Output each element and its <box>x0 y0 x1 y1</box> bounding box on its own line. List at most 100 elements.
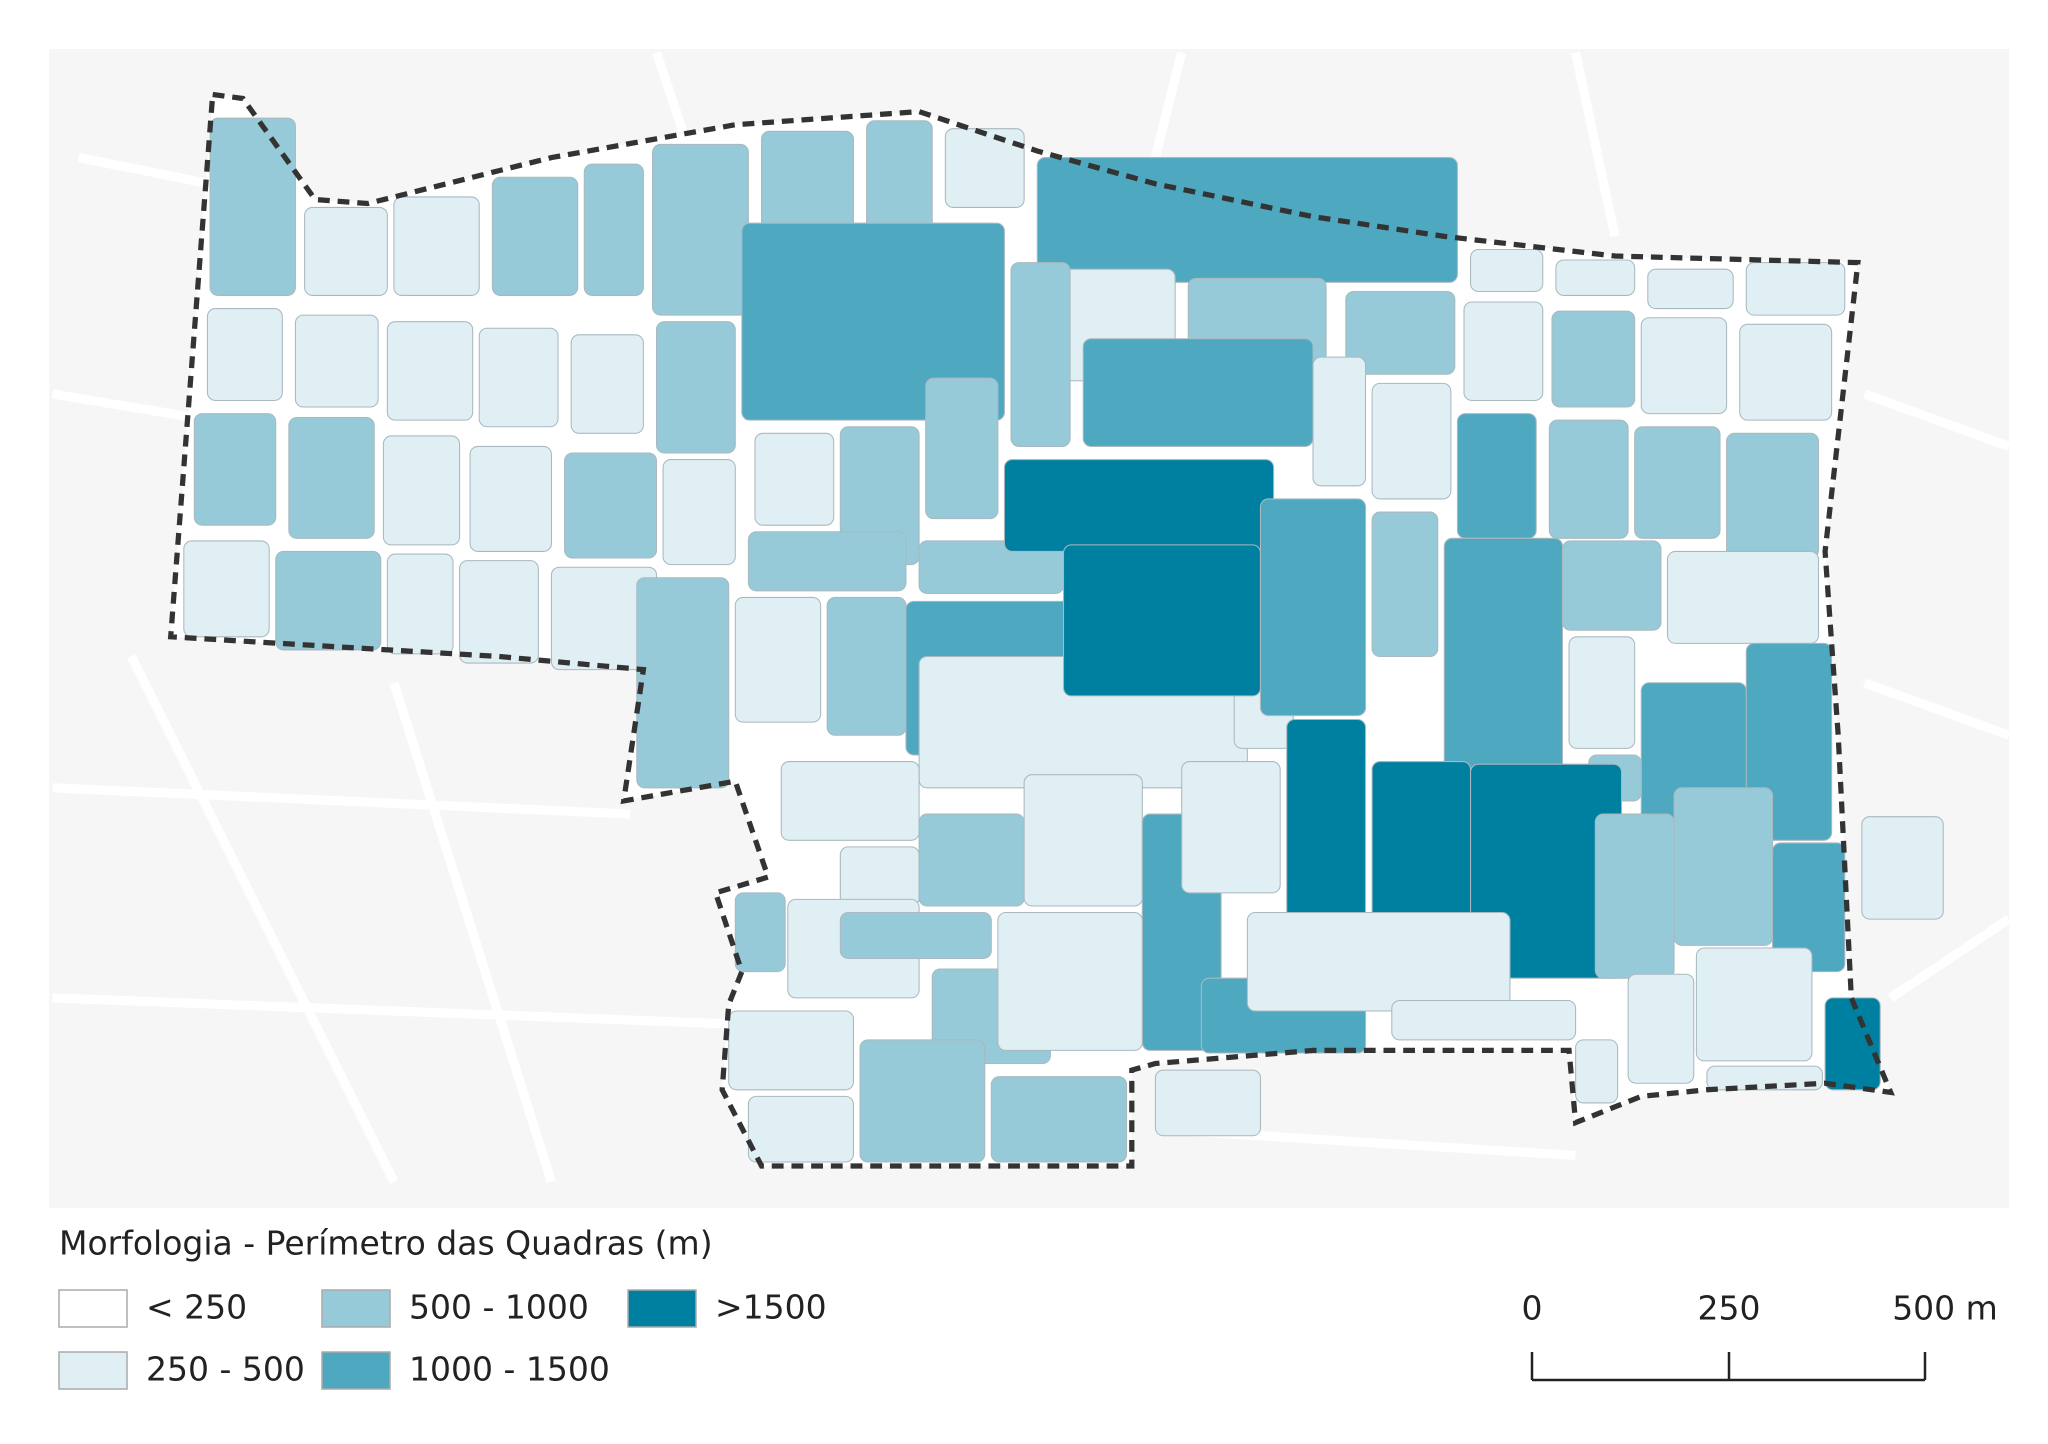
context-streets <box>51 51 2012 1184</box>
block <box>206 308 283 401</box>
block <box>1371 761 1472 920</box>
block <box>747 531 907 592</box>
block <box>386 553 454 655</box>
block <box>1181 761 1281 894</box>
block <box>1634 426 1721 539</box>
block <box>747 1095 854 1163</box>
block <box>583 163 644 296</box>
block <box>839 846 920 907</box>
block <box>1551 310 1636 408</box>
block <box>780 761 920 841</box>
block <box>1568 636 1636 749</box>
block <box>1371 511 1439 658</box>
block <box>209 117 296 296</box>
legend: < 250 250 - 500 500 - 1000 1000 - 1500 >1500 <box>58 1288 827 1390</box>
block <box>1003 459 1275 552</box>
block <box>1345 290 1456 375</box>
block <box>990 1076 1128 1163</box>
block <box>304 206 388 296</box>
block <box>925 377 999 520</box>
legend-swatch <box>321 1351 391 1390</box>
block <box>469 445 552 552</box>
block <box>393 196 480 296</box>
scale-label: 500 m <box>1892 1289 1998 1328</box>
block <box>288 417 375 539</box>
block <box>294 314 379 408</box>
block <box>1695 947 1813 1062</box>
block <box>491 176 579 296</box>
legend-label: >1500 <box>715 1288 827 1327</box>
block <box>1673 787 1774 946</box>
legend-swatch <box>627 1289 697 1328</box>
block <box>1555 259 1636 296</box>
block <box>386 321 474 421</box>
block <box>1023 774 1143 907</box>
block <box>1456 413 1537 539</box>
block <box>997 912 1143 1051</box>
block <box>193 413 277 526</box>
block <box>1666 550 1820 644</box>
block <box>1391 999 1577 1041</box>
legend-label: 250 - 500 <box>146 1350 305 1389</box>
block <box>564 452 658 559</box>
block <box>652 143 749 316</box>
block <box>1312 356 1367 487</box>
block <box>1286 718 1367 920</box>
block <box>1010 262 1071 447</box>
block <box>1443 537 1563 776</box>
block <box>570 334 644 434</box>
block <box>1726 432 1820 559</box>
map <box>51 51 2012 1184</box>
block <box>1371 382 1452 500</box>
legend-label: 500 - 1000 <box>409 1288 589 1327</box>
legend-swatch <box>58 1289 128 1328</box>
block <box>918 813 1025 907</box>
block <box>1575 1039 1619 1104</box>
block <box>275 550 382 651</box>
block <box>1463 301 1544 401</box>
block <box>1640 317 1728 415</box>
scale-bar <box>1530 1352 1927 1382</box>
block <box>1647 268 1734 310</box>
legend-title: Morfologia - Perímetro das Quadras (m) <box>59 1224 713 1263</box>
block <box>1470 248 1544 293</box>
block <box>459 560 539 664</box>
block <box>1259 498 1367 717</box>
block <box>1745 262 1846 316</box>
block <box>1082 338 1314 447</box>
block <box>1561 540 1662 631</box>
block <box>636 577 730 789</box>
block <box>1861 816 1944 920</box>
scale-label: 250 <box>1698 1289 1761 1328</box>
block <box>1154 1069 1262 1137</box>
legend-label: < 250 <box>146 1288 247 1327</box>
block <box>662 459 736 566</box>
blocks <box>170 94 1944 1166</box>
legend-swatch <box>321 1289 391 1328</box>
study-area-boundary <box>167 91 1895 1169</box>
block <box>1548 419 1629 539</box>
legend-label: 1000 - 1500 <box>409 1350 610 1389</box>
block <box>859 1039 986 1163</box>
block <box>1246 912 1511 1012</box>
block <box>839 912 992 960</box>
block <box>754 432 835 526</box>
scale-label: 0 <box>1522 1289 1543 1328</box>
block <box>183 540 270 638</box>
block <box>1594 813 1675 979</box>
block <box>1627 973 1695 1084</box>
block <box>1063 544 1262 697</box>
block <box>1739 323 1833 421</box>
block <box>734 892 786 973</box>
block <box>741 222 1005 421</box>
block <box>382 435 461 546</box>
block <box>944 128 1025 208</box>
block <box>478 327 559 428</box>
block <box>655 321 736 454</box>
block <box>734 596 822 723</box>
block <box>728 1010 854 1091</box>
block <box>826 596 907 736</box>
block <box>1036 157 1458 283</box>
legend-swatch <box>58 1351 128 1390</box>
